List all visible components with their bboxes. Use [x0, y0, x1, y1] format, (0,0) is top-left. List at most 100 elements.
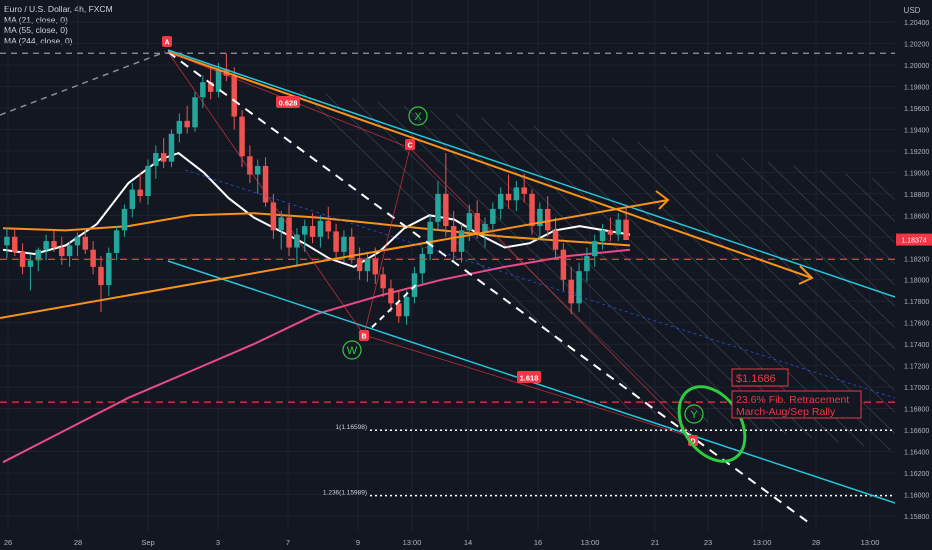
- candle-body: [43, 241, 49, 250]
- moving-averages: [2, 151, 631, 464]
- parallel-channel-lines: [299, 89, 932, 455]
- point-marker-B: [359, 330, 369, 341]
- wave-circle-X: [408, 106, 428, 126]
- candle-body: [615, 219, 621, 235]
- candle-body: [168, 133, 175, 162]
- wave-circle-W: [342, 340, 362, 360]
- wave-label-W: W: [347, 345, 358, 357]
- orange-arrow-head-down: [798, 265, 814, 285]
- point-label-D: D: [690, 439, 695, 446]
- channel-line: [715, 153, 932, 364]
- candle-body: [505, 193, 512, 201]
- x-tick-label: 23: [704, 538, 712, 547]
- candle-body: [184, 120, 190, 128]
- projection-dashed-b: [363, 282, 419, 336]
- candle-body: [231, 75, 237, 117]
- point-marker-A: [162, 36, 172, 47]
- x-tick-label: 13:00: [403, 538, 422, 547]
- y-tick-label: 1.16800: [904, 407, 929, 414]
- candle-body: [90, 249, 96, 267]
- fib-1236-label: 1.236(1.15989): [323, 490, 367, 497]
- channel-line: [403, 105, 735, 427]
- target-zone-ellipse: [677, 385, 747, 463]
- x-tick-label: 7: [286, 538, 290, 547]
- candle-body: [427, 221, 433, 254]
- x-tick-label: Sep: [141, 538, 154, 547]
- channel-line: [819, 169, 932, 280]
- candle-body: [35, 249, 42, 261]
- candle-body: [309, 226, 316, 237]
- candle-body: [59, 247, 65, 257]
- candle-body: [247, 156, 253, 175]
- candle-body: [450, 226, 457, 252]
- upper-cyan-trendline: [167, 49, 899, 299]
- y-tick-label: 1.18600: [904, 213, 929, 220]
- candle-body: [560, 249, 567, 280]
- drawings: A B C D W X Y 0.628 1.618 1(1.16598) 1.236(1.15989…: [0, 36, 899, 526]
- candle-body: [82, 236, 89, 250]
- channel-line: [429, 109, 761, 431]
- last-price-tag: [896, 233, 932, 246]
- candle-body: [544, 208, 551, 231]
- x-tick-label: 28: [812, 538, 820, 547]
- candle-body: [490, 208, 496, 224]
- x-tick-label: 21: [651, 538, 659, 547]
- fib-tag-r0628: [276, 96, 300, 108]
- candle-body: [176, 120, 183, 134]
- candle-body: [356, 258, 363, 272]
- wave-label-Y: Y: [690, 409, 698, 421]
- x-tick-label: 28: [74, 538, 82, 547]
- x-tick-label: 3: [216, 538, 220, 547]
- chart-legend: Euro / U.S. Dollar, 4h, FXCM MA (21, clo…: [4, 4, 113, 46]
- candle-body: [341, 236, 347, 252]
- candle-body: [372, 258, 379, 275]
- y-tick-label: 1.19200: [904, 149, 929, 156]
- y-tick-label: 1.20000: [904, 63, 929, 70]
- x-tick-label: 16: [534, 538, 542, 547]
- ma-line-2: [2, 248, 631, 464]
- candle-body: [192, 97, 198, 128]
- candle-body: [591, 241, 598, 257]
- y-tick-label: 1.17400: [904, 342, 929, 349]
- orange-trendline-up: [0, 199, 669, 319]
- ma-line-0: [2, 151, 631, 268]
- candle-body: [388, 288, 394, 304]
- candle-body: [380, 274, 386, 289]
- pattern-bd-line: [363, 334, 696, 439]
- y-tick-label: 1.19000: [904, 170, 929, 177]
- wave-circle-Y: [684, 404, 704, 424]
- candle-body: [106, 252, 112, 286]
- ma55-legend: MA (55, close, 0): [4, 25, 68, 35]
- candle-body: [529, 193, 535, 227]
- xabcd-pattern-lines: [167, 51, 696, 439]
- candle-body: [145, 165, 151, 197]
- candle-body: [302, 226, 308, 235]
- x-tick-label: 26: [4, 538, 12, 547]
- candle-body: [607, 230, 614, 235]
- y-tick-label: 1.18200: [904, 256, 929, 263]
- candle-body: [270, 202, 277, 231]
- candle-body: [153, 153, 159, 166]
- channel-line: [325, 93, 657, 415]
- y-tick-label: 1.19600: [904, 106, 929, 113]
- ma21-legend: MA (21, close, 0): [4, 14, 68, 25]
- candle-body: [200, 82, 206, 98]
- candle-body: [215, 69, 222, 92]
- channel-line: [377, 101, 709, 423]
- y-tick-label: 1.20200: [904, 42, 929, 49]
- channel-line: [767, 161, 932, 322]
- candle-body: [513, 187, 520, 201]
- candle-body: [521, 187, 527, 194]
- x-tick-label: 14: [464, 538, 472, 547]
- candle-body: [443, 193, 449, 227]
- candle-body: [458, 230, 465, 252]
- candle-body: [419, 253, 426, 274]
- fib-1-label: 1(1.16598): [336, 424, 367, 431]
- symbol-title: Euro / U.S. Dollar, 4h, FXCM: [4, 4, 113, 14]
- candle-body: [98, 266, 104, 286]
- annotation-price-box: [731, 368, 789, 387]
- annotation-price: $1.1686: [736, 373, 776, 385]
- candle-body: [27, 260, 34, 267]
- ma244-legend: MA (244, close, 0): [4, 35, 73, 46]
